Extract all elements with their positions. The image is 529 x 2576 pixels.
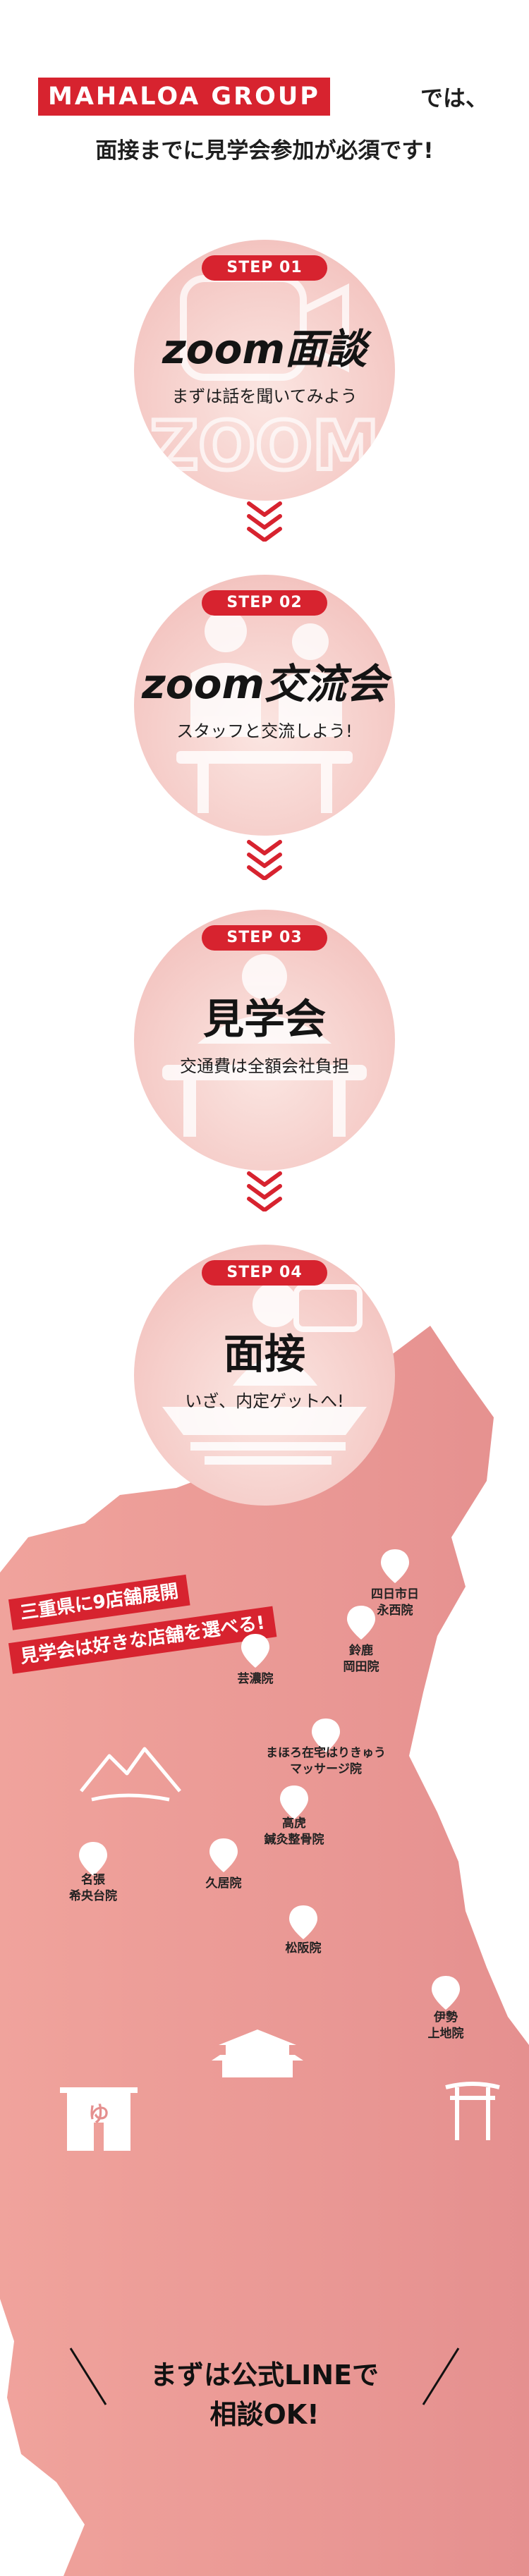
clinic-label: 名張 希央台院 [69, 1873, 117, 1903]
subheading: 面接までに見学会参加が必須です! [95, 138, 434, 164]
step-subtitle: いざ、内定ゲットへ! [185, 1391, 344, 1411]
step-title: zoom面談 [162, 325, 367, 373]
step-badge: STEP 01 [202, 255, 327, 281]
interview-icon [162, 1282, 367, 1465]
step-title: 見学会 [202, 995, 326, 1043]
clinic-label: 高虎 鍼灸整骨院 [264, 1817, 324, 1847]
step-badge: STEP 03 [202, 925, 327, 951]
cta-line-2: 相談OK! [209, 2399, 320, 2430]
location-pin-icon[interactable] [240, 1632, 271, 1669]
chevron-down-icon [247, 840, 282, 880]
cta-line-1: まずは公式LINEで [150, 2360, 379, 2391]
step-title: zoom交流会 [142, 660, 387, 708]
clinic-label: まほろ在宅はりきゅう マッサージ院 [266, 1746, 386, 1776]
clinic-label: 鈴鹿 岡田院 [343, 1644, 379, 1674]
left-accent-line [69, 2348, 107, 2405]
clinic-label: 久居院 [205, 1876, 242, 1891]
zoom-camera-icon: ZOOM [148, 275, 381, 487]
clinic-label: 四日市日 永西院 [371, 1587, 419, 1618]
step-3-circle: STEP 03 見学会 交通費は全額会社負担 [134, 910, 395, 1171]
chevron-down-icon [247, 1171, 282, 1211]
step-subtitle: まずは話を聞いてみよう [171, 386, 358, 406]
mountain-icon [80, 1747, 181, 1802]
right-accent-line [422, 2348, 460, 2405]
step-1-circle: ZOOM STEP 01 zoom面談 まずは話を聞いてみよう [134, 240, 395, 501]
torii-icon [445, 2082, 500, 2140]
step-2-circle: STEP 02 zoom交流会 スタッフと交流しよう! [134, 575, 395, 836]
location-pin-icon[interactable] [78, 1841, 109, 1877]
location-pin-icon[interactable] [310, 1717, 341, 1754]
svg-text:ZOOM: ZOOM [150, 408, 379, 485]
brand-suffix: では、 [420, 85, 489, 111]
clinic-label: 芸濃院 [237, 1672, 274, 1686]
location-pin-icon[interactable] [288, 1904, 319, 1941]
step-badge: STEP 04 [202, 1260, 327, 1286]
location-pin-icon[interactable] [208, 1837, 239, 1874]
step-title: 面接 [223, 1330, 305, 1378]
location-pin-icon[interactable] [346, 1604, 377, 1641]
clinic-label: 松阪院 [285, 1941, 322, 1955]
onsen-noren-icon: ゆ [60, 2087, 138, 2151]
step-subtitle: 交通費は全額会社負担 [180, 1056, 349, 1076]
location-pin-icon[interactable] [430, 1974, 461, 2011]
line-cta[interactable]: まずは公式LINEで 相談OK! [106, 2355, 423, 2434]
brand-badge: MAHALOA GROUP [38, 78, 330, 116]
treatment-bed-icon [162, 954, 367, 1137]
chevron-down-icon [247, 501, 282, 542]
location-pin-icon[interactable] [279, 1784, 310, 1821]
location-pin-icon[interactable] [379, 1548, 411, 1585]
step-badge: STEP 02 [202, 590, 327, 616]
castle-icon [212, 2029, 303, 2077]
clinic-label: 伊勢 上地院 [427, 2010, 464, 2041]
step-4-circle: STEP 04 面接 いざ、内定ゲットへ! [134, 1245, 395, 1506]
step-subtitle: スタッフと交流しよう! [176, 721, 353, 741]
people-chat-icon [176, 610, 353, 813]
svg-text:ゆ: ゆ [88, 2102, 109, 2127]
